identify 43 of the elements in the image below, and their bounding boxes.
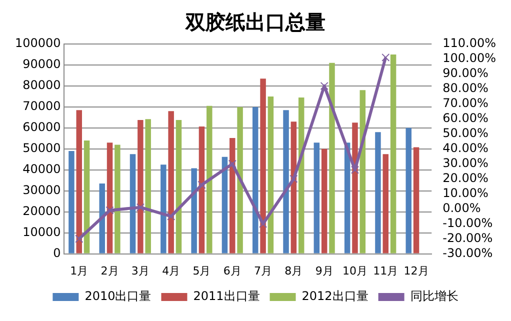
x-tick-label: 3月 [131, 264, 150, 278]
x-tick-label: 11月 [373, 264, 398, 278]
legend-label: 2010出口量 [84, 289, 152, 304]
x-tick-label: 6月 [223, 264, 242, 278]
y2-tick-label: -10.00% [442, 216, 493, 230]
x-tick-label: 1月 [70, 264, 88, 278]
y2-tick-label: 10.00% [442, 186, 488, 200]
chart-title: 双胶纸出口总量 [184, 10, 326, 34]
y-tick-label: 100000 [14, 36, 61, 50]
legend-label: 同比增长 [410, 289, 458, 304]
y2-tick-label: 80.00% [442, 81, 488, 96]
x-tick-label: 8月 [284, 264, 303, 278]
y2-tick-label: 0.00% [442, 200, 481, 215]
y2-tick-label: 30.00% [442, 156, 488, 170]
y-tick-label: 80000 [22, 78, 61, 92]
y2-tick-label: -20.00% [442, 230, 493, 245]
x-tick-label: 2月 [100, 264, 119, 278]
y2-tick-label: 100.00% [442, 51, 496, 66]
y-tick-label: 90000 [22, 57, 61, 72]
y-tick-label: 70000 [22, 99, 61, 114]
y2-tick-label: 110.00% [442, 36, 496, 50]
legend-label: 2011出口量 [193, 289, 260, 304]
x-tick-label: 5月 [192, 264, 211, 278]
x-tick-label: 12月 [404, 264, 429, 278]
y-tick-label: 20000 [22, 204, 61, 218]
x-tick-label: 10月 [342, 264, 368, 278]
y2-tick-label: 20.00% [442, 170, 488, 185]
y-tick-label: 60000 [22, 120, 61, 134]
x-tick-label: 4月 [162, 264, 180, 278]
y-tick-label: 50000 [22, 141, 61, 156]
y2-tick-label: 40.00% [442, 141, 488, 156]
y2-tick-label: 90.00% [442, 66, 488, 80]
x-tick-label: 7月 [254, 264, 272, 278]
y2-tick-label: -30.00% [442, 246, 493, 260]
y-tick-label: 30000 [22, 182, 61, 197]
y2-tick-label: 60.00% [442, 111, 488, 126]
x-tick-label: 9月 [315, 264, 334, 278]
y-tick-label: 40000 [22, 162, 61, 176]
y2-tick-label: 50.00% [442, 126, 488, 140]
legend-label: 2012出口量 [302, 289, 368, 304]
y-tick-label: 0 [53, 246, 61, 260]
y-tick-label: 10000 [22, 224, 61, 239]
y2-tick-label: 70.00% [442, 96, 488, 110]
